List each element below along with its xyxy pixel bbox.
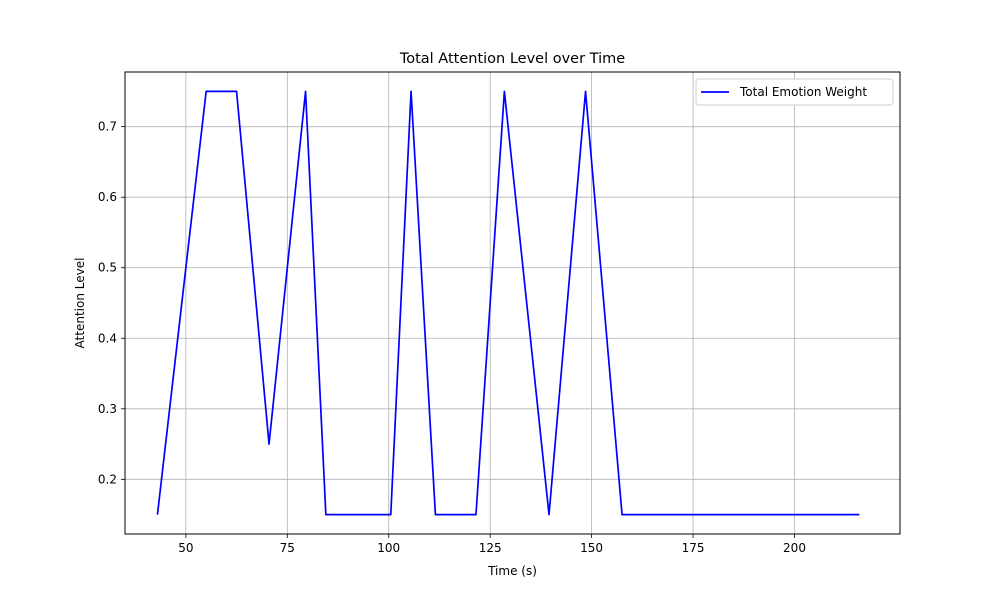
y-tick-label: 0.7 [98,120,117,134]
y-axis-label: Attention Level [73,258,87,349]
y-tick-label: 0.4 [98,331,117,345]
y-tick-label: 0.2 [98,472,117,486]
legend: Total Emotion Weight [695,78,894,106]
plot-frame [124,71,901,535]
x-tick-label: 125 [479,541,502,555]
axis-ticks: 50 75 100 125 150 175 200 0.2 0.3 0.4 0.5 0.6 0.7 [98,120,806,555]
x-tick-label: 100 [377,541,400,555]
y-tick-label: 0.6 [98,190,117,204]
x-axis-label: Time (s) [487,564,537,578]
x-tick-label: 200 [783,541,806,555]
legend-label-total-emotion-weight: Total Emotion Weight [739,85,867,99]
x-tick-label: 75 [280,541,295,555]
series-lines [156,90,860,516]
chart-title: Total Attention Level over Time [399,51,625,67]
x-tick-label: 150 [580,541,603,555]
legend-box [695,78,894,106]
series-line-total-emotion-weight [156,90,860,516]
y-tick-label: 0.5 [98,261,117,275]
x-tick-label: 175 [682,541,705,555]
y-tick-label: 0.3 [98,402,117,416]
grid-lines [125,72,900,534]
x-tick-label: 50 [178,541,193,555]
